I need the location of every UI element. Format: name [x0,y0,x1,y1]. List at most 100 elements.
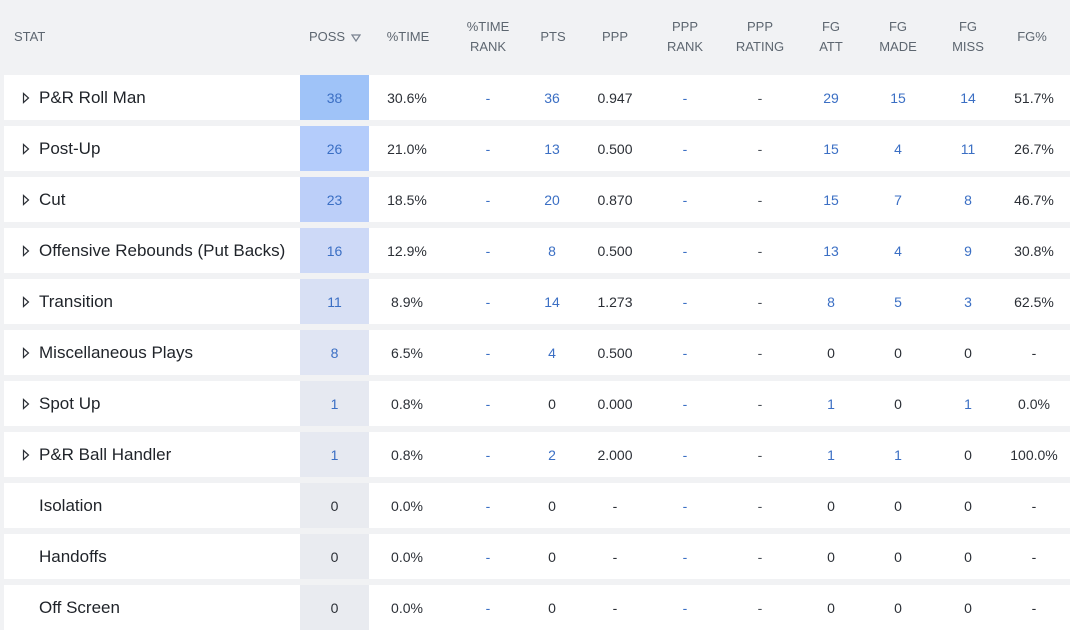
cell-fg-miss[interactable]: 14 [960,89,976,106]
expand-caret-icon[interactable] [22,92,30,104]
cell-fg-att[interactable]: 8 [827,293,835,310]
cell-fg-miss[interactable]: 8 [964,191,972,208]
table-row[interactable]: P&R Ball Handler 1 0.8% - 2 2.000 - - 1 1 0 100.0% [4,432,1070,477]
header-fg-att[interactable]: FG ATT [819,19,843,54]
cell-fg-pct: 30.8% [1014,242,1054,259]
cell-fg-att[interactable]: 15 [823,140,839,157]
cell-fg-pct: - [1031,497,1037,514]
cell-ppp-rank: - [682,293,688,310]
table-row[interactable]: P&R Roll Man 38 30.6% - 36 0.947 - - 29 15 14 51.7% [4,75,1070,120]
playtype-label: Cut [39,189,66,209]
cell-time-pct: 0.8% [391,446,423,463]
cell-poss[interactable]: 11 [300,279,369,324]
playtype-label: Offensive Rebounds (Put Backs) [39,240,286,260]
cell-pts[interactable]: 4 [548,344,556,361]
header-fg-pct[interactable]: FG% [1017,29,1047,44]
cell-poss[interactable]: 8 [300,330,369,375]
header-fg-made[interactable]: FG MADE [879,19,917,54]
cell-pts[interactable]: 36 [544,89,560,106]
cell-poss[interactable]: 1 [300,381,369,426]
cell-time-pct: 8.9% [391,293,423,310]
table-row[interactable]: Miscellaneous Plays 8 6.5% - 4 0.500 - - 0 0 0 - [4,330,1070,375]
cell-poss: 0 [300,483,369,528]
cell-ppp-rating: - [757,242,763,259]
cell-fg-att[interactable]: 15 [823,191,839,208]
cell-ppp-rating: - [757,599,763,616]
table-row[interactable]: Offensive Rebounds (Put Backs) 16 12.9% - 8 0… [4,228,1070,273]
sort-descending-icon [351,34,362,43]
cell-pts[interactable]: 14 [544,293,560,310]
expand-caret-icon[interactable] [22,296,30,308]
cell-fg-att: 0 [827,599,835,616]
cell-ppp: 0.500 [597,344,633,361]
cell-pts[interactable]: 13 [544,140,560,157]
playtype-label: Spot Up [39,393,101,413]
cell-pts[interactable]: 8 [548,242,556,259]
cell-fg-miss: 0 [964,548,972,565]
header-time-rank[interactable]: %TIME RANK [466,19,510,54]
cell-fg-made[interactable]: 7 [894,191,902,208]
header-pts[interactable]: PTS [540,29,566,44]
cell-poss[interactable]: 38 [300,75,369,120]
header-ppp-rating[interactable]: PPP RATING [735,19,785,54]
cell-fg-made[interactable]: 5 [894,293,902,310]
cell-ppp-rating: - [757,395,763,412]
cell-fg-made[interactable]: 1 [894,446,902,463]
cell-fg-made[interactable]: 4 [894,242,902,259]
cell-time-pct: 30.6% [387,89,427,106]
playtype-name-cell[interactable]: Post-Up [4,126,300,171]
cell-poss[interactable]: 23 [300,177,369,222]
cell-fg-att[interactable]: 1 [827,446,835,463]
expand-caret-icon[interactable] [22,143,30,155]
cell-fg-pct: - [1031,599,1037,616]
header-ppp-rank[interactable]: PPP RANK [666,19,704,54]
playtype-name-cell[interactable]: Spot Up [4,381,300,426]
table-row[interactable]: Transition 11 8.9% - 14 1.273 - - 8 5 3 62.5% [4,279,1070,324]
cell-fg-att: 0 [827,548,835,565]
cell-time-pct: 0.0% [391,548,423,565]
cell-pts[interactable]: 2 [548,446,556,463]
expand-caret-icon[interactable] [22,245,30,257]
playtype-label: P&R Roll Man [39,87,146,107]
cell-fg-att[interactable]: 1 [827,395,835,412]
playtype-name-cell[interactable]: P&R Roll Man [4,75,300,120]
cell-time-rank: - [485,599,491,616]
cell-ppp: - [612,548,618,565]
table-header: STAT POSS %TIME %TIME RANK PTS PPP PPP R… [0,0,1070,74]
header-fg-miss[interactable]: FG MISS [952,19,984,54]
playtype-name-cell[interactable]: Cut [4,177,300,222]
cell-fg-made[interactable]: 15 [890,89,906,106]
table-row[interactable]: Spot Up 1 0.8% - 0 0.000 - - 1 0 1 0.0% [4,381,1070,426]
cell-fg-made[interactable]: 4 [894,140,902,157]
cell-fg-att[interactable]: 29 [823,89,839,106]
playtype-name-cell[interactable]: Offensive Rebounds (Put Backs) [4,228,300,273]
cell-poss[interactable]: 16 [300,228,369,273]
cell-fg-miss[interactable]: 1 [964,395,972,412]
cell-poss: 0 [300,534,369,579]
expand-caret-icon[interactable] [22,398,30,410]
cell-fg-miss[interactable]: 9 [964,242,972,259]
cell-time-rank: - [485,242,491,259]
expand-caret-icon[interactable] [22,347,30,359]
expand-caret-icon[interactable] [22,194,30,206]
cell-poss[interactable]: 1 [300,432,369,477]
expand-caret-icon[interactable] [22,449,30,461]
playtype-name-cell[interactable]: Miscellaneous Plays [4,330,300,375]
table-row[interactable]: Cut 23 18.5% - 20 0.870 - - 15 7 8 46.7% [4,177,1070,222]
cell-fg-miss[interactable]: 3 [964,293,972,310]
table-row[interactable]: Post-Up 26 21.0% - 13 0.500 - - 15 4 11 26.7% [4,126,1070,171]
playtype-name-cell[interactable]: P&R Ball Handler [4,432,300,477]
cell-ppp-rank: - [682,89,688,106]
playtype-name-cell[interactable]: Transition [4,279,300,324]
cell-poss[interactable]: 26 [300,126,369,171]
header-ppp[interactable]: PPP [601,29,628,44]
header-stat[interactable]: STAT [14,29,46,44]
header-poss[interactable]: POSS [296,0,374,74]
cell-fg-att[interactable]: 13 [823,242,839,259]
cell-ppp-rank: - [682,242,688,259]
cell-fg-miss[interactable]: 11 [960,140,976,157]
cell-time-rank: - [485,497,491,514]
header-time-pct[interactable]: %TIME [386,29,430,44]
cell-pts[interactable]: 20 [544,191,560,208]
